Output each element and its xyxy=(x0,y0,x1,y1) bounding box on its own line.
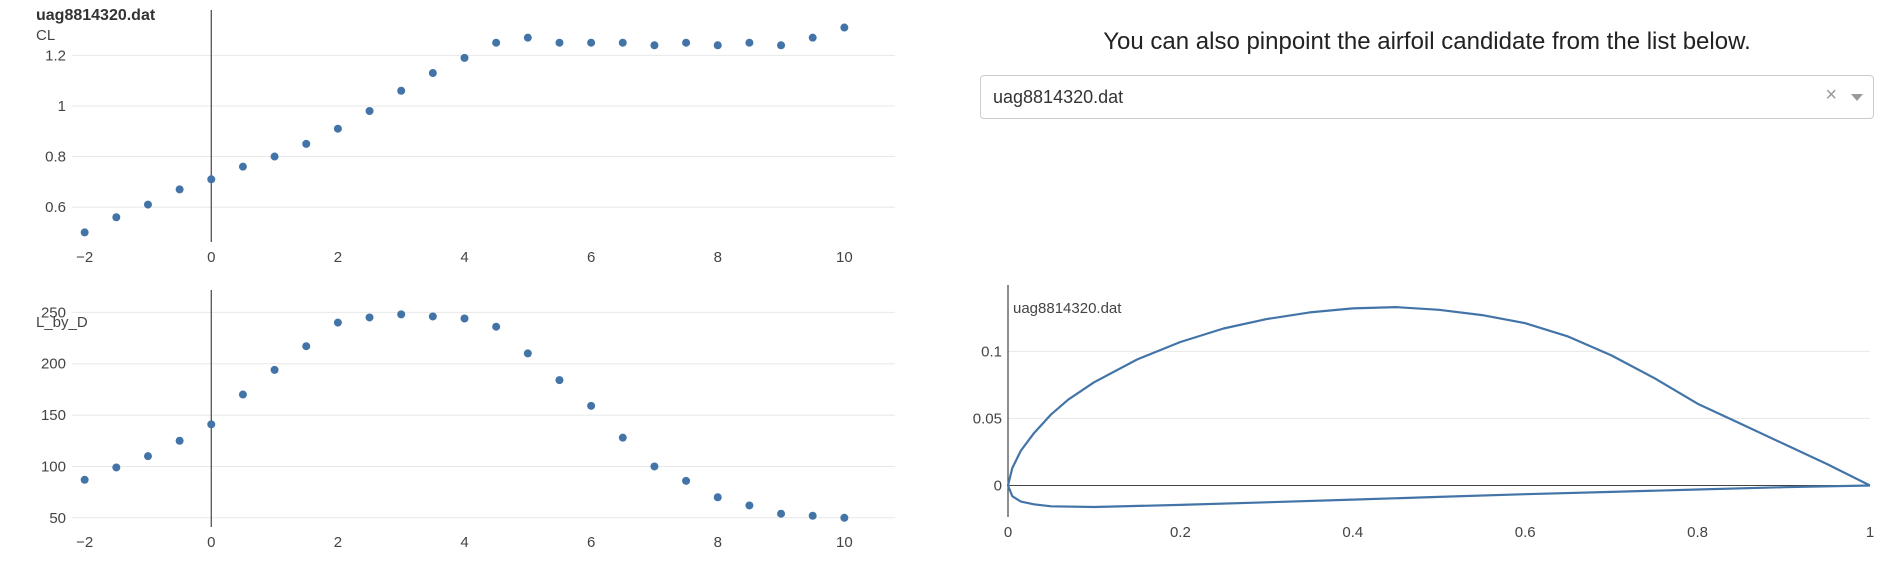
y-tick-label: 0.1 xyxy=(981,343,1002,360)
data-point xyxy=(808,511,817,520)
data-point xyxy=(428,69,437,78)
x-tick-label: 8 xyxy=(714,534,722,551)
airfoil-chart-title: uag8814320.dat xyxy=(1013,300,1122,317)
data-point xyxy=(175,436,184,445)
data-point xyxy=(302,139,311,148)
data-point xyxy=(587,38,596,47)
x-tick-label: −2 xyxy=(76,534,93,551)
data-point xyxy=(777,41,786,50)
y-tick-label: 1.2 xyxy=(45,47,66,64)
x-tick-label: 8 xyxy=(714,249,722,266)
x-tick-label: 4 xyxy=(460,534,468,551)
data-point xyxy=(523,349,532,358)
y-tick-label: 50 xyxy=(49,510,66,527)
l-by-d-y-axis-label: L_by_D xyxy=(36,314,88,331)
data-point xyxy=(808,33,817,42)
data-point xyxy=(175,185,184,194)
cl-vs-alpha-chart: uag8814320.dat CL 0.6 0.8 1 1.2 −2 0 2 4 6 8 10 xyxy=(36,7,895,266)
data-point xyxy=(618,433,627,442)
data-point xyxy=(460,53,469,62)
x-tick-label: 4 xyxy=(460,249,468,266)
data-point xyxy=(523,33,532,42)
data-point xyxy=(270,152,279,161)
data-point xyxy=(713,493,722,502)
x-tick-label: 10 xyxy=(836,249,853,266)
data-point xyxy=(238,390,247,399)
x-tick-label: 6 xyxy=(587,534,595,551)
data-point xyxy=(333,318,342,327)
y-tick-label: 250 xyxy=(41,304,66,321)
l-by-d-vs-alpha-chart: L_by_D 50 100 150 200 250 −2 0 2 4 6 8 10 xyxy=(36,290,895,551)
y-tick-label: 0.8 xyxy=(45,149,66,166)
y-tick-label: 1 xyxy=(58,98,66,115)
data-point xyxy=(840,23,849,32)
data-point xyxy=(682,476,691,485)
data-point xyxy=(397,310,406,319)
data-point xyxy=(745,501,754,510)
data-point xyxy=(143,452,152,461)
data-point xyxy=(112,213,121,222)
data-point xyxy=(80,475,89,484)
x-tick-label: 0.6 xyxy=(1515,524,1536,541)
x-tick-label: 6 xyxy=(587,249,595,266)
y-tick-label: 100 xyxy=(41,458,66,475)
data-point xyxy=(555,38,564,47)
data-point xyxy=(587,401,596,410)
data-point xyxy=(238,162,247,171)
data-point xyxy=(270,365,279,374)
data-point xyxy=(428,312,437,321)
y-tick-label: 0.6 xyxy=(45,199,66,216)
data-point xyxy=(112,463,121,472)
x-tick-label: 0.4 xyxy=(1342,524,1363,541)
cl-chart-title: uag8814320.dat xyxy=(36,7,156,24)
data-point xyxy=(460,314,469,323)
selected-airfoil-value: uag8814320.dat xyxy=(993,87,1124,107)
data-point xyxy=(143,200,152,209)
airfoil-outline-line xyxy=(1006,306,1871,509)
data-point xyxy=(207,175,216,184)
x-tick-label: 10 xyxy=(836,534,853,551)
data-point xyxy=(650,41,659,50)
data-point xyxy=(682,38,691,47)
y-tick-label: 0.05 xyxy=(973,410,1002,427)
x-tick-label: −2 xyxy=(76,249,93,266)
data-point xyxy=(365,313,374,322)
data-point xyxy=(650,462,659,471)
chevron-down-icon[interactable] xyxy=(1851,94,1863,101)
x-tick-label: 0 xyxy=(207,534,215,551)
data-point xyxy=(492,38,501,47)
x-tick-label: 1 xyxy=(1866,524,1874,541)
airfoil-shape-chart: uag8814320.dat 0 0.05 0.1 0 0.2 0.4 0.6 0.8 1 xyxy=(973,285,1874,541)
airfoil-selector-dropdown[interactable]: uag8814320.dat × xyxy=(980,75,1874,119)
cl-y-axis-label: CL xyxy=(36,27,55,44)
data-point xyxy=(713,41,722,50)
data-point xyxy=(333,124,342,133)
data-point xyxy=(207,420,216,429)
data-point xyxy=(840,513,849,522)
x-tick-label: 0 xyxy=(207,249,215,266)
data-point xyxy=(80,228,89,237)
page-heading: You can also pinpoint the airfoil candid… xyxy=(1103,28,1751,55)
data-point xyxy=(777,509,786,518)
x-tick-label: 2 xyxy=(334,534,342,551)
data-point xyxy=(745,38,754,47)
y-tick-label: 0 xyxy=(994,477,1002,494)
data-point xyxy=(555,376,564,385)
data-point xyxy=(397,86,406,95)
x-tick-label: 0 xyxy=(1004,524,1012,541)
clear-icon[interactable]: × xyxy=(1825,84,1837,106)
data-point xyxy=(302,342,311,351)
data-point xyxy=(365,107,374,115)
y-tick-label: 200 xyxy=(41,356,66,373)
x-tick-label: 0.8 xyxy=(1687,524,1708,541)
data-point xyxy=(492,322,501,331)
x-tick-label: 2 xyxy=(334,249,342,266)
data-point xyxy=(618,38,627,47)
x-tick-label: 0.2 xyxy=(1170,524,1191,541)
y-tick-label: 150 xyxy=(41,407,66,424)
